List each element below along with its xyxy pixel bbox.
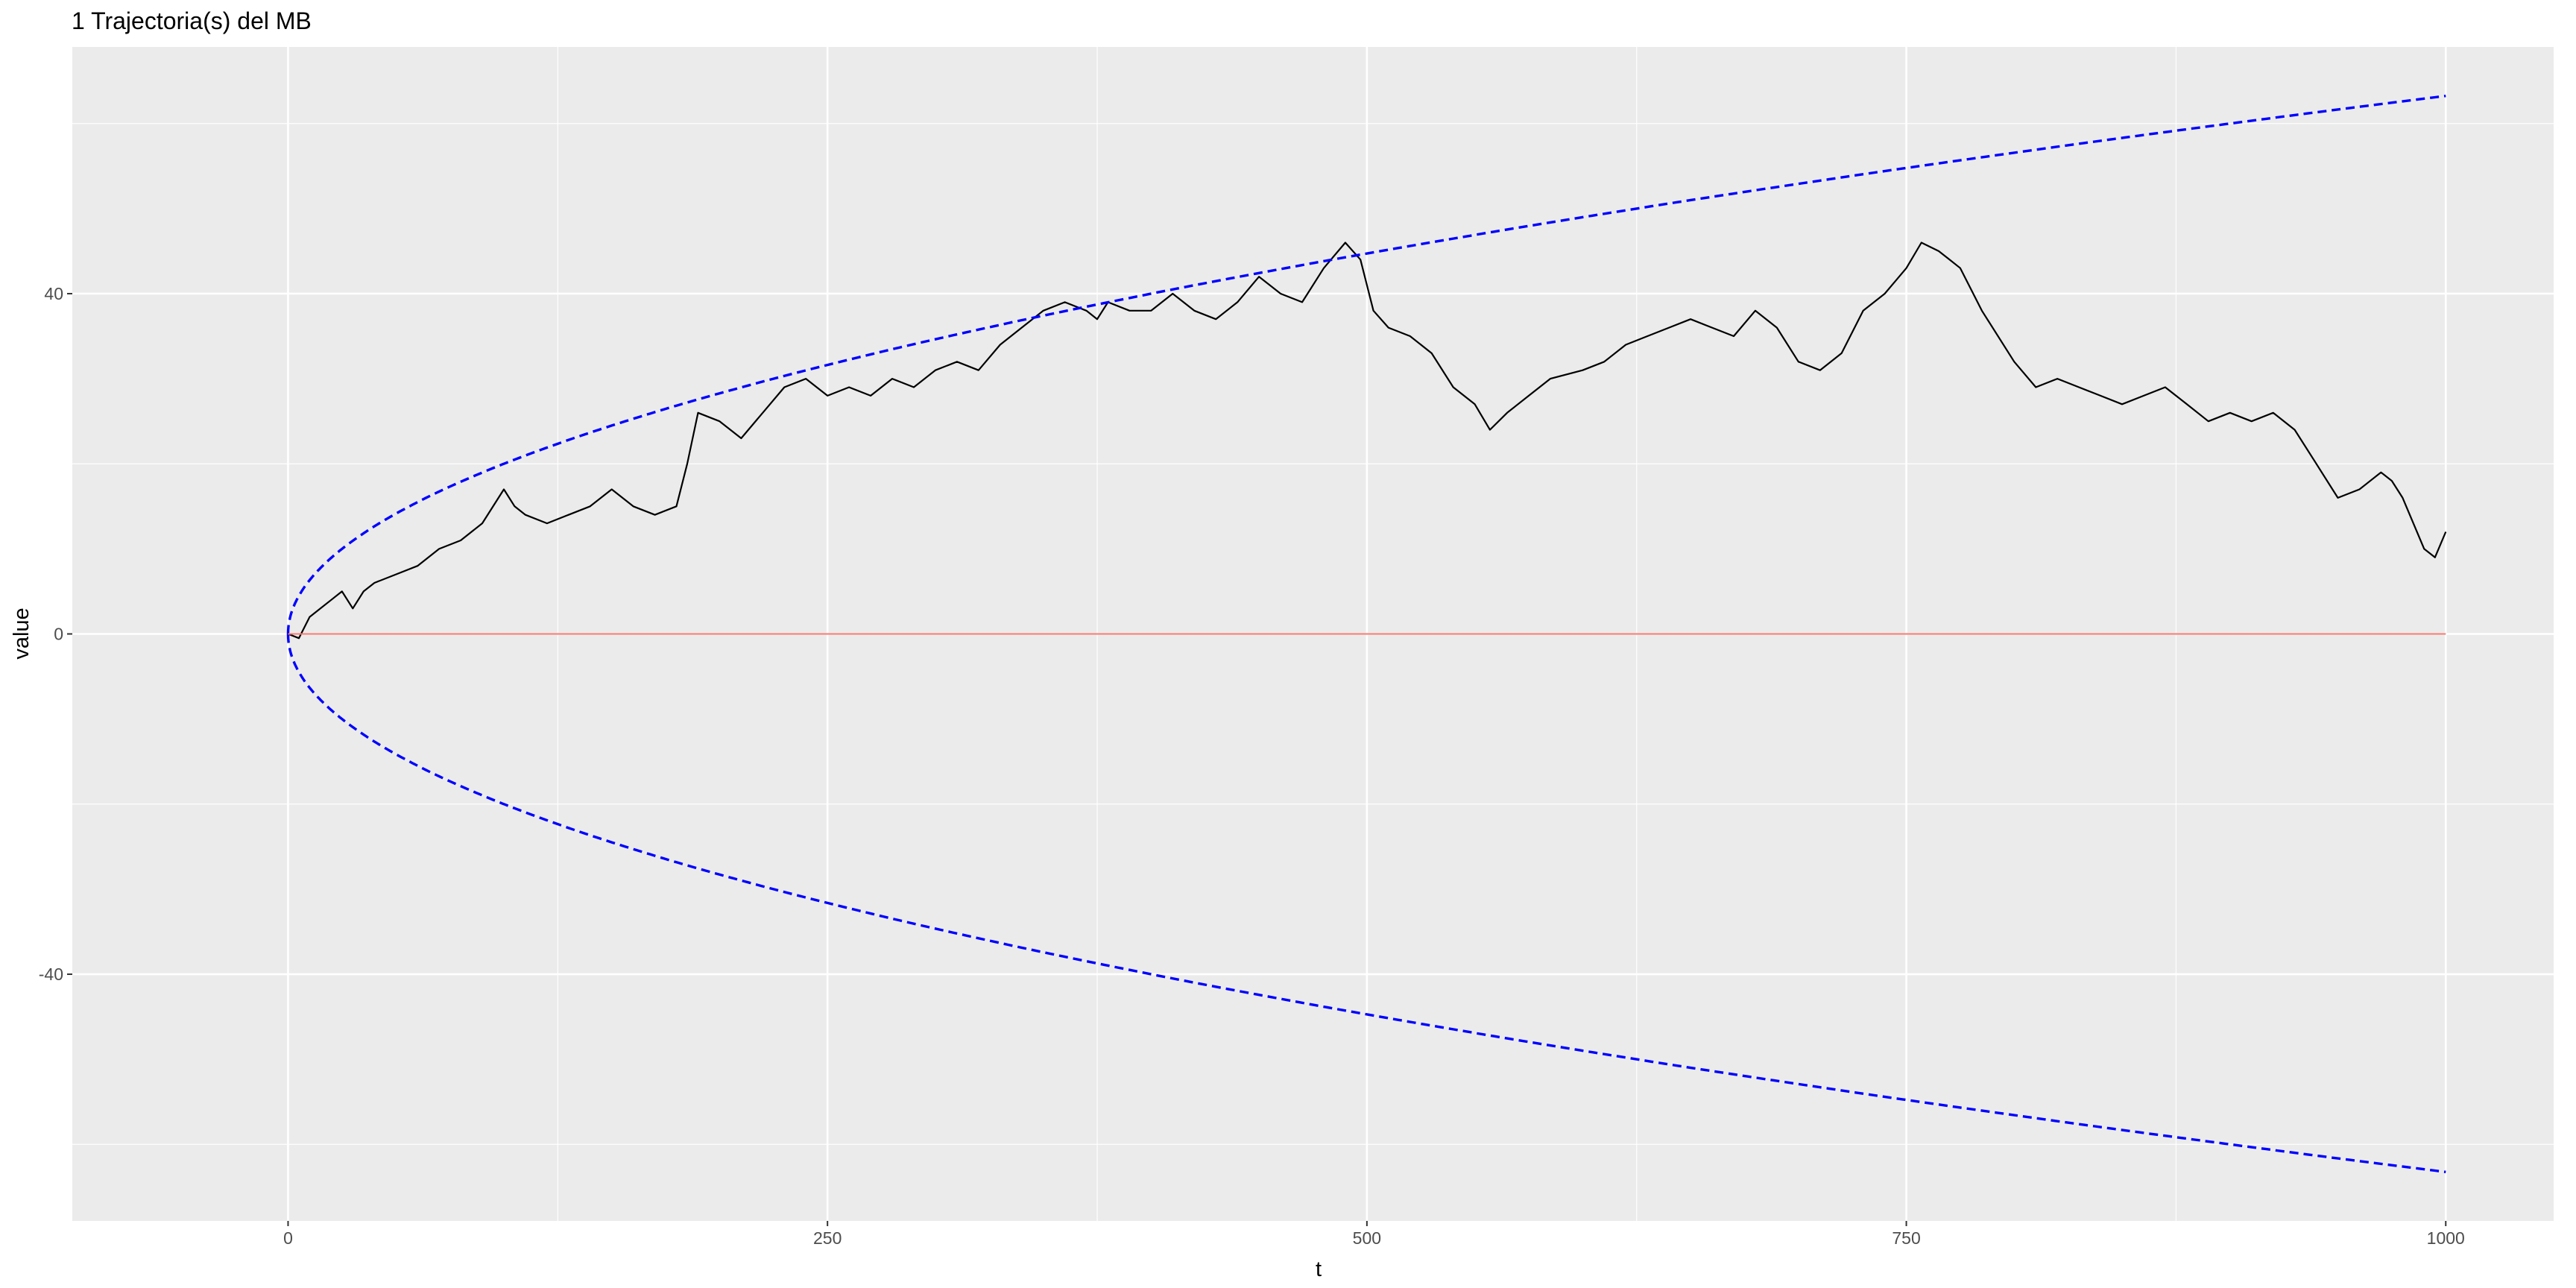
x-axis-title: t — [1316, 1257, 1322, 1281]
upper-bound-line — [286, 95, 2446, 634]
y-tick-label: 0 — [54, 625, 63, 644]
y-axis: -40 0 40 — [39, 284, 72, 984]
x-axis: 0 250 500 750 1000 — [283, 1221, 2465, 1248]
lower-bound-line — [286, 634, 2446, 1173]
x-tick-label: 1000 — [2427, 1228, 2465, 1248]
x-tick-label: 500 — [1353, 1228, 1381, 1248]
y-tick-label: 40 — [44, 284, 63, 303]
chart-title: 1 Trajectoria(s) del MB — [72, 7, 312, 34]
x-tick-label: 250 — [813, 1228, 842, 1248]
x-tick-label: 0 — [283, 1228, 293, 1248]
x-tick-label: 750 — [1892, 1228, 1920, 1248]
y-tick-label: -40 — [39, 965, 63, 984]
brownian-path-line — [288, 242, 2447, 640]
series-layer — [286, 95, 2447, 1173]
y-axis-title: value — [10, 607, 34, 659]
